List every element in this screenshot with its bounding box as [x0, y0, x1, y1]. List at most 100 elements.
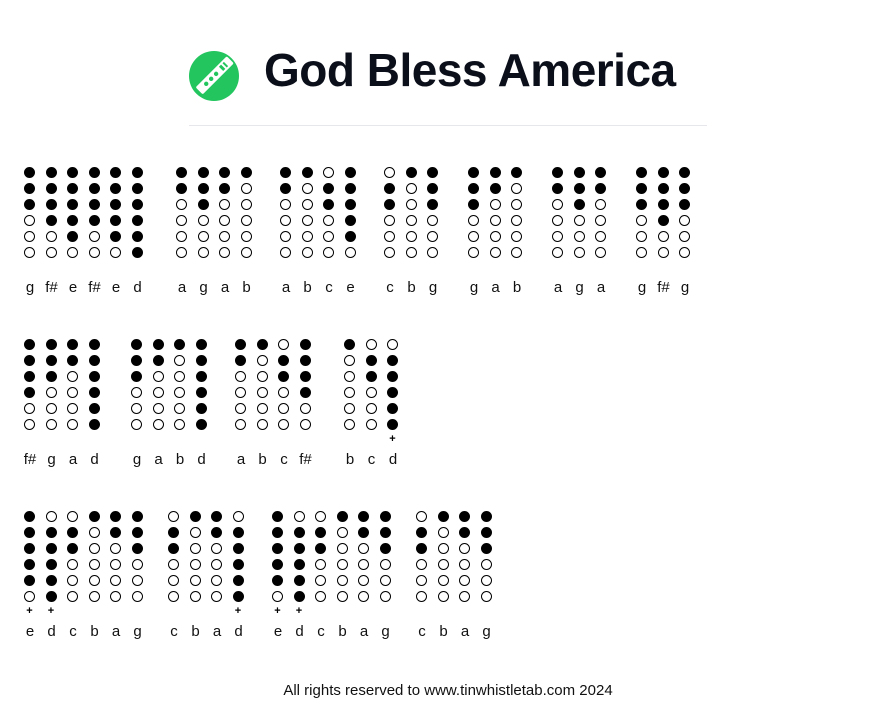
covered-hole-icon: [45, 215, 57, 226]
covered-hole-icon: [256, 339, 268, 350]
open-hole-icon: [278, 403, 289, 414]
covered-hole-icon: [293, 527, 305, 538]
note-label: f#: [299, 451, 312, 468]
open-hole-icon: [24, 231, 35, 242]
open-hole-icon: [437, 591, 449, 602]
open-hole-icon: [256, 419, 268, 430]
note-label: c: [325, 279, 333, 296]
covered-hole-icon: [278, 371, 289, 382]
copyright-footer: All rights reserved to www.tinwhistletab…: [283, 682, 613, 699]
open-hole-icon: [152, 371, 164, 382]
open-hole-icon: [365, 339, 377, 350]
covered-hole-icon: [232, 575, 244, 586]
note-label: a: [491, 279, 500, 296]
note-label: e: [68, 279, 78, 296]
open-hole-icon: [256, 371, 268, 382]
covered-hole-icon: [573, 199, 585, 210]
open-hole-icon: [110, 559, 121, 570]
covered-hole-icon: [168, 543, 179, 554]
open-hole-icon: [384, 215, 395, 226]
open-hole-icon: [219, 247, 230, 258]
open-hole-icon: [174, 419, 185, 430]
covered-hole-icon: [24, 355, 35, 366]
open-hole-icon: [45, 231, 57, 242]
covered-hole-icon: [197, 167, 209, 178]
covered-hole-icon: [67, 339, 78, 350]
covered-hole-icon: [232, 543, 244, 554]
open-hole-icon: [67, 419, 78, 430]
open-hole-icon: [405, 183, 417, 194]
covered-hole-icon: [280, 183, 291, 194]
open-hole-icon: [256, 403, 268, 414]
open-hole-icon: [301, 183, 313, 194]
open-hole-icon: [480, 559, 492, 570]
open-hole-icon: [219, 199, 230, 210]
covered-hole-icon: [174, 339, 185, 350]
open-hole-icon: [88, 543, 100, 554]
open-hole-icon: [459, 559, 470, 570]
open-hole-icon: [278, 339, 289, 350]
open-hole-icon: [88, 559, 100, 570]
covered-hole-icon: [88, 199, 100, 210]
open-hole-icon: [336, 575, 348, 586]
open-hole-icon: [336, 591, 348, 602]
covered-hole-icon: [110, 167, 121, 178]
covered-hole-icon: [293, 559, 305, 570]
open-hole-icon: [365, 403, 377, 414]
open-hole-icon: [336, 559, 348, 570]
covered-hole-icon: [195, 403, 207, 414]
open-hole-icon: [280, 231, 291, 242]
covered-hole-icon: [427, 183, 438, 194]
note-label: a: [68, 451, 78, 468]
note-label: g: [428, 279, 438, 296]
covered-hole-icon: [219, 167, 230, 178]
covered-hole-icon: [468, 183, 479, 194]
open-hole-icon: [636, 231, 647, 242]
open-hole-icon: [595, 199, 606, 210]
octave-plus-icon: +: [234, 605, 242, 617]
covered-hole-icon: [344, 231, 356, 242]
note-label: c: [170, 623, 178, 640]
open-hole-icon: [197, 231, 209, 242]
open-hole-icon: [211, 591, 222, 602]
covered-hole-icon: [189, 511, 201, 522]
open-hole-icon: [219, 231, 230, 242]
open-hole-icon: [293, 511, 305, 522]
open-hole-icon: [595, 215, 606, 226]
open-hole-icon: [344, 419, 355, 430]
open-hole-icon: [301, 215, 313, 226]
open-hole-icon: [131, 575, 143, 586]
covered-hole-icon: [131, 339, 142, 350]
open-hole-icon: [272, 591, 283, 602]
covered-hole-icon: [595, 167, 606, 178]
covered-hole-icon: [45, 591, 57, 602]
open-hole-icon: [552, 215, 563, 226]
covered-hole-icon: [211, 527, 222, 538]
covered-hole-icon: [110, 231, 121, 242]
covered-hole-icon: [67, 527, 78, 538]
open-hole-icon: [168, 511, 179, 522]
open-hole-icon: [24, 403, 35, 414]
note-label: g: [133, 623, 142, 640]
note-label: a: [460, 623, 470, 640]
note-label: f#: [88, 279, 101, 296]
open-hole-icon: [636, 215, 647, 226]
open-hole-icon: [110, 247, 121, 258]
open-hole-icon: [416, 559, 427, 570]
open-hole-icon: [344, 247, 356, 258]
covered-hole-icon: [552, 183, 563, 194]
open-hole-icon: [24, 419, 35, 430]
open-hole-icon: [301, 199, 313, 210]
open-hole-icon: [437, 575, 449, 586]
note-label: d: [388, 451, 398, 468]
open-hole-icon: [636, 247, 647, 258]
open-hole-icon: [437, 559, 449, 570]
covered-hole-icon: [379, 511, 391, 522]
note-label: f#: [23, 451, 37, 468]
covered-hole-icon: [387, 419, 398, 430]
note-label: b: [345, 451, 355, 468]
open-hole-icon: [358, 543, 369, 554]
open-hole-icon: [189, 575, 201, 586]
open-hole-icon: [45, 403, 57, 414]
covered-hole-icon: [387, 371, 398, 382]
